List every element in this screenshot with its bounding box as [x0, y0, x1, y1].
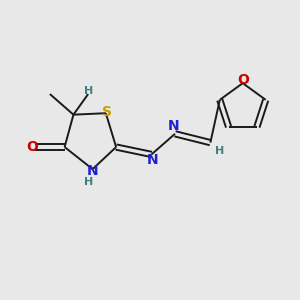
Text: H: H — [83, 176, 93, 187]
Text: N: N — [168, 119, 179, 134]
Text: H: H — [214, 146, 224, 157]
Text: S: S — [102, 105, 112, 119]
Text: O: O — [26, 140, 38, 154]
Text: H: H — [84, 85, 93, 95]
Text: N: N — [147, 153, 159, 167]
Text: N: N — [87, 164, 98, 178]
Text: O: O — [237, 73, 249, 87]
